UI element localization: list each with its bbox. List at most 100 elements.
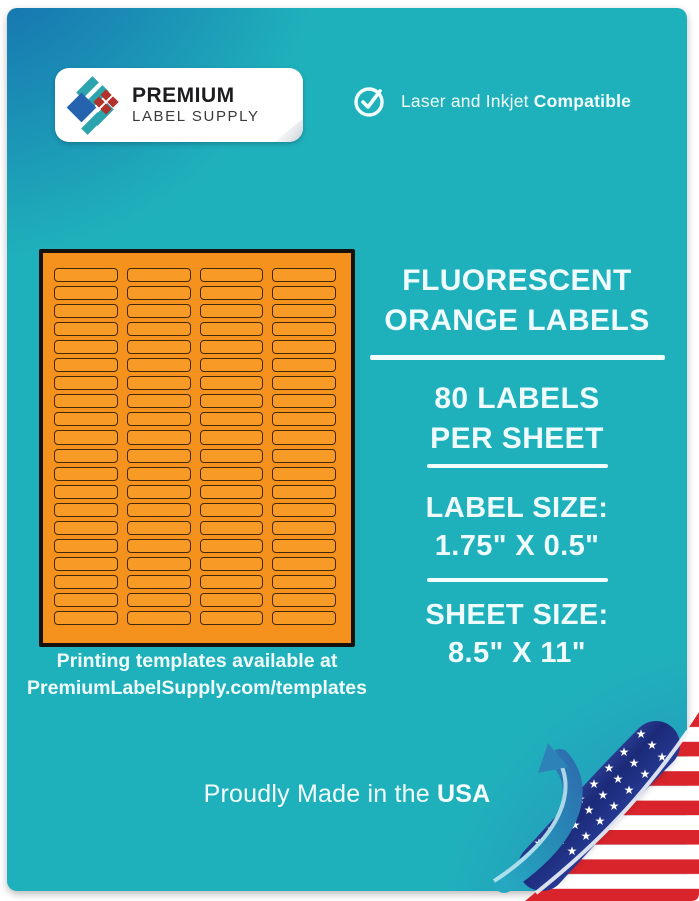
svg-text:★: ★ [613,772,624,786]
templates-note: Printing templates available at PremiumL… [7,648,387,702]
label-cell [126,268,191,283]
label-cell [126,286,191,301]
svg-text:★: ★ [570,818,581,832]
label-cell [272,448,336,463]
label-cell [272,304,336,319]
divider [370,355,665,360]
product-title-line1: FLUORESCENT [402,264,632,297]
label-cell [272,340,336,355]
label-cell [126,610,191,625]
label-cell [272,520,336,535]
templates-note-line1: Printing templates available at [56,650,338,672]
svg-text:★: ★ [584,803,595,817]
label-cell [199,340,264,355]
label-cell [272,268,336,283]
label-cell [272,538,336,553]
label-cell [199,304,264,319]
label-cell [199,538,264,553]
label-cell [199,484,264,499]
label-cell [126,430,191,445]
label-cell [272,286,336,301]
label-cell [199,466,264,481]
compatibility-text-bold: Compatible [533,90,632,111]
label-cell [54,268,118,283]
svg-text:★: ★ [657,750,668,764]
label-size-heading: LABEL SIZE: [425,492,609,524]
checkmark-circle-icon [354,87,384,117]
label-cell [199,574,264,589]
label-cell [54,448,118,463]
brand-name-line2: LABEL SUPPLY [132,108,260,126]
label-cell [199,286,264,301]
label-cell [199,358,264,373]
made-in-usa-text: Proudly Made in the USA [7,780,687,809]
label-cell [199,592,264,607]
label-size-value: 1.75" X 0.5" [434,530,600,562]
label-cell [272,502,336,517]
label-cell [199,394,264,409]
label-cell [126,394,191,409]
label-cell [54,304,118,319]
label-cell [272,484,336,499]
svg-text:★: ★ [609,799,620,813]
label-cell [126,322,191,337]
label-cell [126,304,191,319]
label-cell [54,286,118,301]
svg-text:★: ★ [589,777,600,791]
label-size-spec: LABEL SIZE: 1.75" X 0.5" [359,489,675,565]
label-cell [272,358,336,373]
label-cell [126,448,191,463]
label-cell [54,538,118,553]
product-card: PREMIUM LABEL SUPPLY Laser and Inkjet Co… [7,8,687,891]
label-cell [54,412,118,427]
product-title-line2: ORANGE LABELS [384,304,650,337]
label-cell [126,466,191,481]
label-cell [272,556,336,571]
label-cell [199,610,264,625]
templates-note-url: PremiumLabelSupply.com/templates [27,677,367,699]
svg-text:★: ★ [567,844,578,858]
brand-name: PREMIUM LABEL SUPPLY [132,85,260,125]
sheet-size-spec: SHEET SIZE: 8.5" X 11" [359,596,675,672]
label-cell [272,412,336,427]
svg-text:★: ★ [604,761,615,775]
label-cell [54,322,118,337]
sheet-size-value: 8.5" X 11" [448,637,586,669]
svg-text:★: ★ [624,783,635,797]
label-cell [199,448,264,463]
label-cell [126,538,191,553]
label-cell [272,322,336,337]
label-cell [54,592,118,607]
label-cell [199,412,264,427]
divider [427,464,608,468]
labels-per-sheet-line2: PER SHEET [430,422,604,455]
label-cell [126,376,191,391]
usa-flag-page-curl: ★★★★★★★★★★★★★★★★★★★★★★★ [492,712,699,901]
svg-text:★: ★ [581,829,592,843]
compatibility-text: Laser and Inkjet Compatible [401,91,631,112]
label-cell [272,610,336,625]
svg-text:★: ★ [629,756,640,770]
label-cell [126,592,191,607]
label-cell [54,610,118,625]
label-cell [272,430,336,445]
labels-per-sheet: 80 LABELS PER SHEET [359,379,675,459]
labels-per-sheet-line1: 80 LABELS [434,382,600,415]
label-cell [126,412,191,427]
svg-text:★: ★ [640,767,651,781]
label-cell [199,556,264,571]
svg-text:★: ★ [636,727,647,741]
label-cell [272,466,336,481]
label-cell [54,430,118,445]
label-cell [54,394,118,409]
label-cell [54,376,118,391]
divider [427,578,608,582]
brand-logo-icon [66,76,120,135]
label-cell [272,376,336,391]
label-cell [272,574,336,589]
label-cell [126,340,191,355]
label-cell [54,484,118,499]
svg-text:★: ★ [598,788,609,802]
label-cell [126,484,191,499]
label-cell [272,592,336,607]
